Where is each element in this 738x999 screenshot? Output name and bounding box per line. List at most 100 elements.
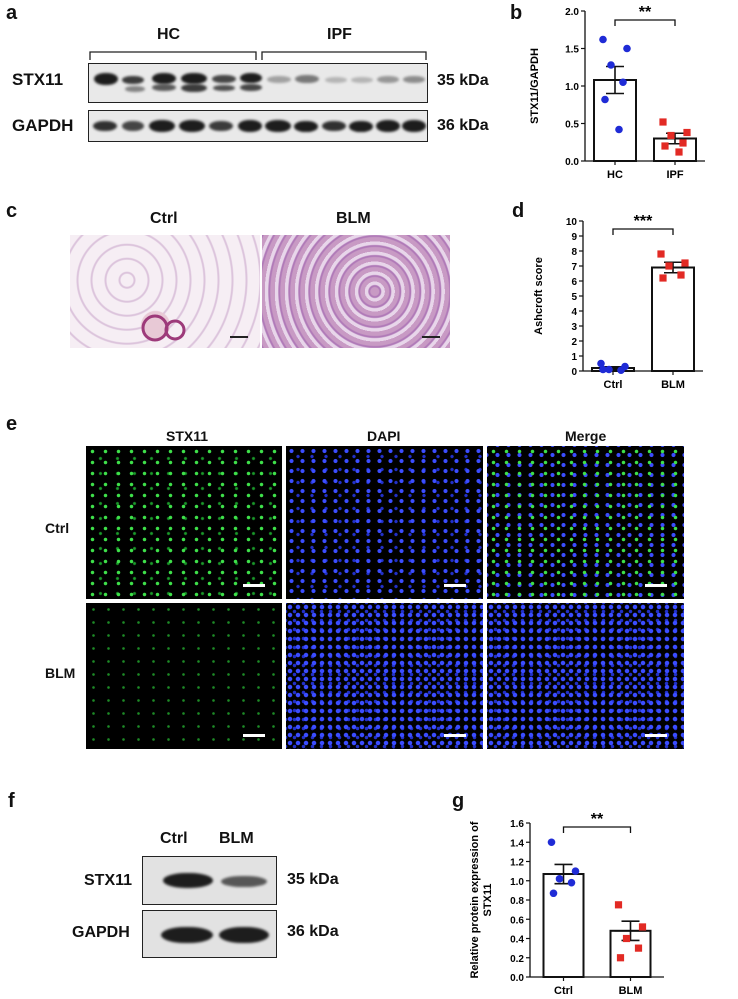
row-label-blm-e: BLM bbox=[45, 665, 76, 681]
panel-letter-a: a bbox=[6, 2, 18, 24]
y-tick-label: 1.0 bbox=[510, 877, 524, 888]
data-point-ctrl bbox=[549, 889, 558, 898]
western-blot-gapdh-f bbox=[142, 910, 277, 958]
y-axis-label: Relative protein expression ofSTX11 bbox=[469, 821, 494, 978]
fluorescence-dapi-blm bbox=[286, 603, 483, 749]
x-tick-label-ctrl: Ctrl bbox=[554, 985, 573, 997]
y-tick-label: 1.0 bbox=[565, 82, 579, 93]
group-label-blm-f: BLM bbox=[219, 830, 254, 847]
western-blot-stx11-f bbox=[142, 856, 277, 905]
data-point-hc bbox=[607, 61, 615, 69]
data-point-ctrl bbox=[599, 365, 607, 374]
y-tick-label: 0 bbox=[571, 367, 577, 378]
data-point-hc bbox=[615, 125, 623, 134]
bar-chart-g: 0.0 0.2 0.4 0.6 0.8 1.0 1.2 1.4 1.6 Relative prot… bbox=[469, 811, 664, 997]
data-point-hc bbox=[623, 44, 631, 53]
y-tick-label: 0.0 bbox=[565, 157, 579, 168]
data-point-hc bbox=[619, 78, 627, 87]
data-point-ipf bbox=[675, 148, 683, 156]
significance-bracket bbox=[562, 826, 632, 833]
data-point-blm bbox=[657, 250, 665, 258]
y-tick-label: 9 bbox=[571, 232, 577, 243]
data-point-ctrl bbox=[571, 867, 580, 875]
western-blot-stx11-a bbox=[88, 63, 428, 103]
panel-letter-f: f bbox=[8, 790, 15, 812]
y-tick-label: 0.2 bbox=[510, 954, 524, 965]
y-tick-label: 1.4 bbox=[510, 838, 524, 849]
data-point-ctrl bbox=[547, 838, 556, 847]
y-tick-label: 7 bbox=[571, 262, 577, 273]
y-tick-label: 5 bbox=[571, 292, 577, 303]
bracket-hc bbox=[89, 51, 257, 60]
data-point-ctrl bbox=[567, 878, 576, 887]
data-point-ipf bbox=[659, 118, 667, 126]
x-tick-label-hc: HC bbox=[607, 169, 623, 181]
y-tick-label: 1.6 bbox=[510, 819, 524, 830]
x-tick-label-blm: BLM bbox=[619, 985, 643, 997]
kda-label-gapdh-f: 36 kDa bbox=[287, 923, 339, 940]
group-label-ipf: IPF bbox=[327, 26, 352, 43]
panel-letter-g: g bbox=[452, 790, 465, 812]
y-tick-label: 2.0 bbox=[565, 7, 579, 18]
bar-ctrl bbox=[542, 873, 585, 978]
group-label-ctrl-f: Ctrl bbox=[160, 830, 188, 847]
data-point-blm bbox=[622, 934, 631, 943]
y-tick-label: 8 bbox=[571, 247, 577, 258]
panel-letter-d: d bbox=[512, 200, 525, 222]
kda-label-gapdh-a: 36 kDa bbox=[437, 117, 489, 134]
fluorescence-merge-blm bbox=[487, 603, 684, 749]
x-tick-label-ipf: IPF bbox=[666, 169, 683, 181]
y-axis-label: STX11/GAPDH bbox=[529, 48, 541, 124]
bracket-ipf bbox=[261, 51, 427, 60]
data-point-blm bbox=[659, 274, 667, 282]
bar-chart-d: 0 1 2 3 4 5 6 7 8 9 10 Ashcroft score Ctrl BLM *** bbox=[533, 213, 703, 390]
y-tick-label: 0.5 bbox=[565, 120, 579, 131]
panel-letter-e: e bbox=[6, 413, 18, 435]
y-tick-label: 6 bbox=[571, 277, 577, 288]
column-label-stx11: STX11 bbox=[166, 428, 209, 444]
row-label-gapdh-f: GAPDH bbox=[72, 924, 130, 941]
kda-label-stx11-a: 35 kDa bbox=[437, 72, 489, 89]
row-label-stx11-f: STX11 bbox=[84, 872, 133, 889]
panel-letter-c: c bbox=[6, 200, 18, 222]
row-label-ctrl-e: Ctrl bbox=[45, 520, 70, 536]
kda-label-stx11-f: 35 kDa bbox=[287, 871, 339, 888]
data-point-blm bbox=[614, 901, 623, 909]
fluorescence-dapi-ctrl bbox=[286, 446, 483, 599]
western-blot-gapdh-a bbox=[88, 110, 428, 142]
significance-stars: ** bbox=[591, 811, 604, 828]
he-stain-image-ctrl bbox=[70, 235, 260, 348]
bar-blm bbox=[651, 266, 695, 372]
panel-letter-b: b bbox=[510, 2, 523, 24]
data-point-ipf bbox=[667, 131, 675, 140]
significance-stars: ** bbox=[639, 4, 652, 21]
bar-chart-b: 0.0 0.5 1.0 1.5 2.0 STX11/GAPDH HC IPF ** bbox=[529, 4, 705, 181]
x-tick-label-ctrl: Ctrl bbox=[604, 379, 623, 390]
histology-label-ctrl: Ctrl bbox=[150, 210, 178, 227]
y-tick-label: 3 bbox=[571, 322, 577, 333]
data-point-ctrl bbox=[597, 359, 605, 368]
group-brackets bbox=[89, 51, 427, 60]
fluorescence-stx11-blm bbox=[86, 603, 282, 749]
data-point-blm bbox=[638, 923, 647, 931]
y-tick-label: 1.5 bbox=[565, 45, 579, 56]
row-label-stx11: STX11 bbox=[12, 70, 64, 89]
data-point-ipf bbox=[661, 142, 669, 150]
data-point-blm bbox=[681, 259, 689, 267]
significance-stars: *** bbox=[634, 213, 653, 230]
data-point-blm bbox=[634, 944, 643, 952]
fluorescence-stx11-ctrl bbox=[86, 446, 282, 599]
y-tick-label: 1.2 bbox=[510, 858, 524, 869]
y-axis-label: Ashcroft score bbox=[533, 257, 545, 335]
data-point-ctrl bbox=[605, 365, 613, 374]
significance-bracket bbox=[614, 19, 676, 26]
data-point-ipf bbox=[683, 128, 691, 137]
y-tick-label: 2 bbox=[571, 337, 577, 348]
fluorescence-merge-ctrl bbox=[487, 446, 684, 599]
group-label-hc: HC bbox=[157, 26, 181, 43]
data-point-ctrl bbox=[617, 366, 625, 375]
data-point-blm bbox=[616, 954, 625, 962]
significance-bracket bbox=[612, 228, 674, 235]
y-axis-label-line: STX11 bbox=[482, 883, 494, 916]
y-tick-label: 0.0 bbox=[510, 973, 524, 984]
